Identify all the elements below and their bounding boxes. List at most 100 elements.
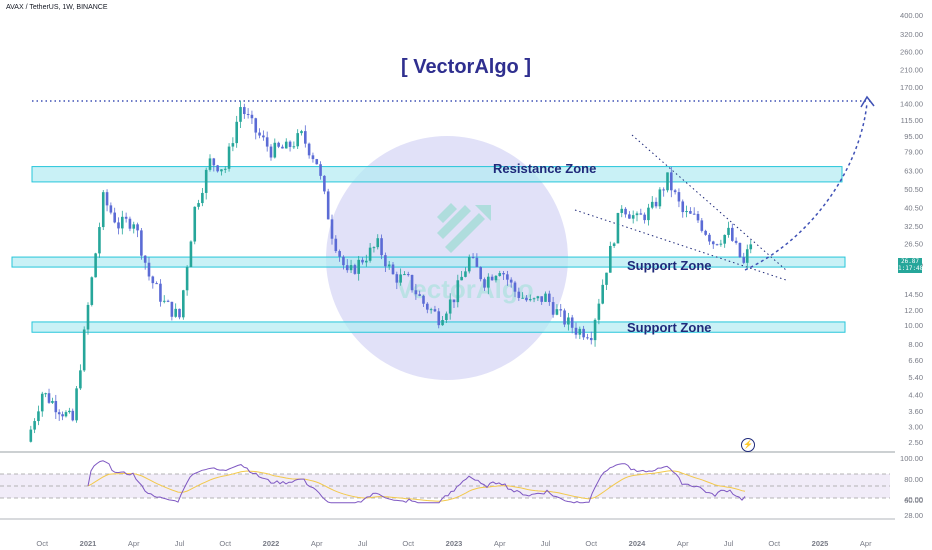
price-tick-label: 170.00 bbox=[900, 83, 923, 92]
candle-body bbox=[61, 414, 64, 417]
price-tick-label: 140.00 bbox=[900, 99, 923, 108]
time-tick-label: 2024 bbox=[629, 539, 647, 548]
lightning-icon[interactable]: ⚡ bbox=[741, 438, 755, 452]
projection-curve bbox=[744, 102, 868, 271]
candle-body bbox=[464, 271, 467, 277]
candle-body bbox=[689, 211, 692, 214]
candle-body bbox=[628, 214, 631, 219]
price-tick-label: 260.00 bbox=[900, 47, 923, 56]
price-tick-label: 5.40 bbox=[908, 373, 923, 382]
candle-body bbox=[121, 216, 124, 229]
candle-body bbox=[147, 262, 151, 277]
candle-body bbox=[166, 300, 170, 302]
candle-body bbox=[563, 310, 566, 325]
symbol-title[interactable]: AVAX / TetherUS, 1W, BINANCE bbox=[6, 4, 108, 11]
candle-body bbox=[731, 227, 734, 241]
candle-body bbox=[380, 238, 383, 256]
candle-body bbox=[479, 267, 482, 280]
candle-body bbox=[307, 143, 311, 156]
candle-body bbox=[304, 131, 307, 144]
candle-body bbox=[567, 317, 570, 325]
candle-body bbox=[201, 192, 204, 204]
price-tick-label: 10.00 bbox=[904, 321, 923, 330]
wedge-lower-line bbox=[574, 209, 787, 281]
price-tick-label: 79.00 bbox=[904, 147, 923, 156]
candle-body bbox=[696, 213, 700, 221]
candle-body bbox=[734, 240, 738, 243]
candle-body bbox=[692, 213, 696, 215]
candle-body bbox=[548, 293, 551, 303]
candle-body bbox=[536, 296, 540, 299]
grid bbox=[0, 451, 895, 520]
candle-body bbox=[265, 137, 269, 147]
candle-body bbox=[494, 275, 498, 281]
candle-body bbox=[193, 206, 197, 242]
time-tick-label: Jul bbox=[175, 539, 185, 548]
support-zone-upper-label: Support Zone bbox=[627, 258, 712, 273]
candle-body bbox=[124, 216, 128, 219]
candle-body bbox=[64, 412, 68, 417]
candle-body bbox=[506, 274, 509, 280]
time-axis[interactable]: Oct 2021 Apr Jul Oct 2022 Apr Jul Oct 2023 Apr Jul O… bbox=[36, 539, 872, 548]
zone-box bbox=[31, 166, 843, 183]
candle-body bbox=[132, 224, 136, 229]
candle-body bbox=[277, 142, 280, 147]
candle-body bbox=[151, 276, 155, 284]
candle-body bbox=[128, 218, 132, 229]
candle-body bbox=[631, 215, 635, 219]
candle-body bbox=[254, 118, 258, 133]
candle-body bbox=[723, 234, 726, 244]
candle-body bbox=[117, 222, 120, 229]
candle-body bbox=[239, 107, 242, 122]
time-tick-label: Oct bbox=[402, 539, 415, 548]
price-tick-label: 3.00 bbox=[908, 422, 923, 431]
candle-body bbox=[406, 274, 410, 276]
candle-body bbox=[681, 201, 685, 213]
candle-body bbox=[677, 192, 681, 202]
candle-body bbox=[525, 297, 528, 301]
price-tick-label: 2.50 bbox=[908, 438, 923, 447]
price-tick-label: 32.50 bbox=[904, 222, 923, 231]
candle-body bbox=[105, 192, 109, 206]
candle-body bbox=[578, 328, 582, 335]
time-tick-label: Oct bbox=[585, 539, 598, 548]
candle-body bbox=[319, 164, 322, 176]
candle-body bbox=[235, 121, 238, 144]
candle-body bbox=[250, 114, 254, 119]
candle-body bbox=[685, 211, 688, 213]
candle-body bbox=[349, 265, 353, 271]
candle-body bbox=[311, 155, 315, 160]
candle-body bbox=[742, 257, 746, 263]
candle-body bbox=[29, 429, 33, 442]
candle-body bbox=[315, 159, 319, 165]
candle-body bbox=[47, 393, 51, 403]
candle-body bbox=[403, 274, 406, 276]
candle-body bbox=[586, 337, 589, 339]
rsi-tick-label: 40.00 bbox=[904, 495, 923, 504]
candle-body bbox=[704, 230, 707, 235]
candle-body bbox=[212, 158, 216, 166]
candle-body bbox=[357, 259, 360, 274]
candle-body bbox=[326, 191, 330, 220]
rsi-tick-label: 80.00 bbox=[904, 475, 923, 484]
candle-body bbox=[368, 247, 372, 261]
price-tick-label: 400.00 bbox=[900, 11, 923, 20]
time-tick-label: Jul bbox=[358, 539, 368, 548]
candle-body bbox=[445, 313, 448, 321]
candle-body bbox=[605, 272, 608, 285]
candle-body bbox=[540, 296, 543, 302]
candle-body bbox=[593, 319, 597, 341]
candle-body bbox=[342, 256, 345, 266]
candle-body bbox=[51, 401, 54, 403]
candle-body bbox=[361, 259, 364, 263]
candle-body bbox=[635, 213, 639, 216]
price-tick-label: 26.50 bbox=[904, 239, 923, 248]
candle-body bbox=[654, 201, 658, 207]
watermark-text: VectorAlgo bbox=[396, 274, 533, 304]
trendlines bbox=[32, 100, 870, 281]
candle-body bbox=[460, 276, 463, 281]
last-price-tag: 26.87 1:17:48 bbox=[898, 258, 923, 273]
candle-body bbox=[197, 203, 200, 207]
